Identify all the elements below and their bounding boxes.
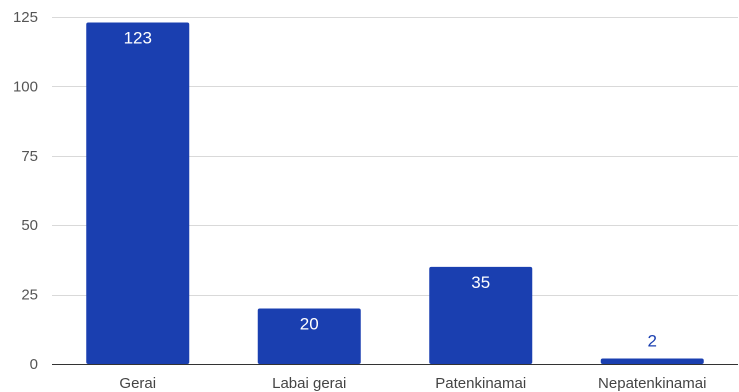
bar-value-label: 35	[471, 273, 490, 292]
bar-value-label: 2	[648, 331, 657, 350]
category-label: Gerai	[119, 375, 156, 392]
y-tick-label: 100	[13, 78, 38, 95]
y-tick-label: 125	[13, 9, 38, 26]
y-axis-tick-labels: 0 25 50 75 100 125	[13, 9, 38, 373]
category-label: Nepatenkinamai	[598, 375, 706, 392]
y-tick-label: 0	[30, 356, 38, 373]
y-tick-label: 75	[21, 148, 38, 165]
bar	[600, 358, 704, 364]
category-label: Patenkinamai	[435, 375, 526, 392]
bar-value-labels: 123 20 35 2	[124, 29, 657, 351]
y-tick-label: 25	[21, 287, 38, 304]
y-tick-label: 50	[21, 217, 38, 234]
bar	[257, 308, 361, 364]
bar-value-label: 20	[300, 314, 319, 333]
bar-value-label: 123	[124, 29, 152, 48]
bar	[429, 266, 533, 364]
bar	[86, 22, 190, 364]
bars	[86, 22, 704, 364]
x-axis-category-labels: Gerai Labai gerai Patenkinamai Nepatenkinam…	[119, 375, 706, 392]
category-label: Labai gerai	[272, 375, 346, 392]
